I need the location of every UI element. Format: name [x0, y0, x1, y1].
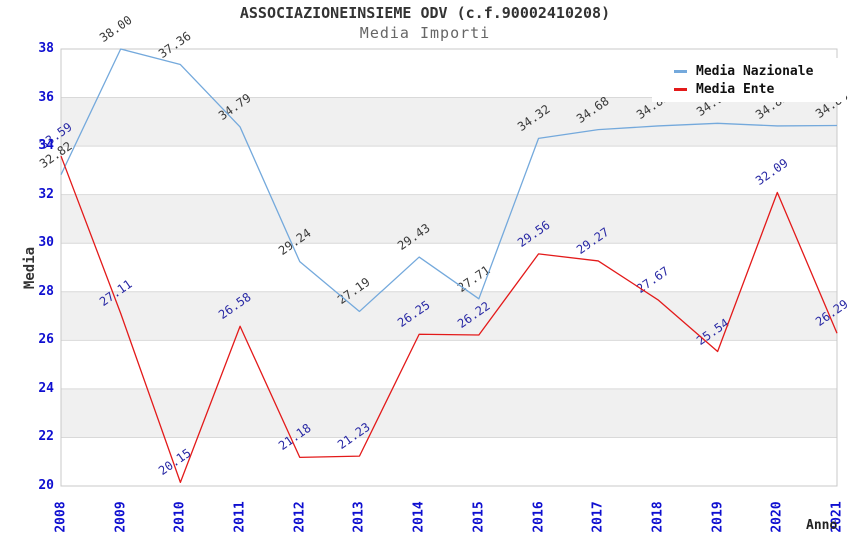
- x-tick-label: 2018: [650, 501, 666, 533]
- series-line-0: [60, 48, 838, 313]
- chart-title: ASSOCIAZIONEINSIEME ODV (c.f.90002410208…: [239, 4, 611, 22]
- y-tick-label: 20: [38, 478, 54, 493]
- x-tick-label: 2017: [590, 501, 606, 533]
- x-tick-label: 2019: [710, 501, 726, 533]
- grid-band: [61, 146, 837, 195]
- x-tick-label: 2008: [53, 501, 69, 533]
- grid-band: [61, 388, 837, 438]
- y-tick-label: 38: [38, 41, 54, 56]
- x-tick-label: 2012: [292, 501, 308, 533]
- x-tick-label: 2011: [232, 501, 248, 533]
- grid-band: [61, 437, 837, 486]
- grid-band: [61, 97, 837, 147]
- x-tick-label: 2014: [411, 501, 427, 533]
- x-axis-title: Anno: [806, 518, 838, 533]
- series-line-1: [60, 155, 838, 484]
- y-tick-label: 34: [38, 138, 54, 154]
- legend-label-nazionale: Media Nazionale: [696, 63, 814, 79]
- x-tick-label: 2009: [113, 501, 129, 533]
- x-tick-label: 2013: [351, 501, 367, 533]
- grid-band: [61, 243, 837, 292]
- chart-subtitle: Media Importi: [359, 24, 491, 42]
- legend: Media Nazionale Media Ente: [652, 58, 846, 102]
- grid-band: [61, 340, 837, 389]
- grid-band: [61, 194, 837, 244]
- grid-band: [61, 291, 837, 341]
- plot-border: [60, 48, 838, 487]
- y-tick-label: 28: [38, 283, 54, 299]
- x-tick-label: 2010: [172, 501, 188, 533]
- legend-item-media-nazionale: Media Nazionale: [652, 62, 846, 80]
- y-tick-label: 24: [38, 380, 54, 396]
- y-tick-label: 36: [38, 89, 54, 105]
- legend-item-media-ente: Media Ente: [652, 80, 846, 98]
- y-tick-label: 26: [38, 332, 54, 348]
- x-tick-label: 2015: [471, 501, 487, 533]
- legend-swatch-nazionale-icon: [674, 69, 687, 73]
- legend-swatch-ente-icon: [674, 87, 687, 91]
- legend-label-ente: Media Ente: [696, 81, 775, 97]
- y-tick-label: 32: [38, 186, 54, 202]
- y-tick-label: 30: [38, 235, 54, 251]
- x-tick-label: 2016: [531, 501, 547, 533]
- y-tick-label: 22: [38, 429, 54, 445]
- y-axis-title: Media: [22, 246, 38, 290]
- x-tick-label: 2020: [769, 501, 785, 533]
